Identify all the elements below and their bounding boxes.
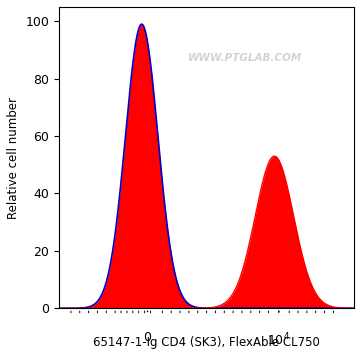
X-axis label: 65147-1-Ig CD4 (SK3), FlexAble CL750: 65147-1-Ig CD4 (SK3), FlexAble CL750 — [93, 336, 320, 349]
Text: WWW.PTGLAB.COM: WWW.PTGLAB.COM — [188, 53, 302, 63]
Text: 0: 0 — [144, 331, 152, 344]
Y-axis label: Relative cell number: Relative cell number — [7, 96, 20, 219]
Text: $10^4$: $10^4$ — [268, 331, 290, 348]
